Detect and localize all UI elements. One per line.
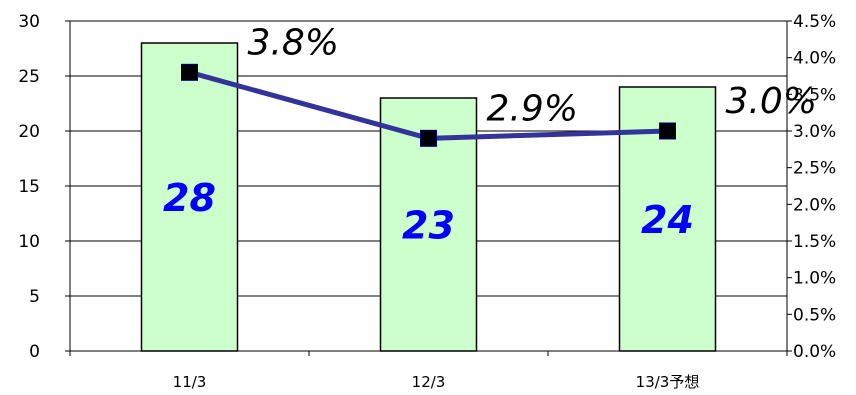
right-tick-label: 2.5% — [793, 159, 836, 179]
right-tick-label: 4.5% — [793, 12, 836, 32]
line-value-label: 2.9% — [487, 88, 578, 129]
right-tick-label: 0.5% — [793, 305, 836, 325]
line-marker — [420, 129, 437, 147]
right-tick-label: 3.0% — [793, 122, 836, 142]
left-tick-label: 0 — [29, 342, 40, 362]
right-tick-label: 1.0% — [793, 269, 836, 289]
bar-value-label: 23 — [402, 204, 455, 248]
line-series — [181, 63, 676, 147]
right-tick-label: 4.0% — [793, 49, 836, 69]
line-marker — [181, 63, 198, 81]
left-tick-label: 20 — [18, 122, 40, 142]
line-value-label: 3.0% — [726, 81, 817, 122]
bar-value-label: 24 — [641, 198, 694, 242]
right-tick-label: 2.0% — [793, 195, 836, 215]
category-label: 13/3予想 — [636, 373, 700, 391]
right-tick-label: 1.5% — [793, 232, 836, 252]
left-tick-label: 10 — [18, 232, 40, 252]
line-marker — [659, 122, 676, 140]
line-value-label: 3.8% — [248, 22, 339, 63]
category-label: 12/3 — [412, 373, 446, 391]
left-tick-label: 25 — [18, 67, 40, 87]
left-tick-label: 30 — [18, 12, 40, 32]
right-tick-label: 0.0% — [793, 342, 836, 362]
bar-series — [140, 42, 717, 352]
axes: 0 5 10 15 20 25 30 0.0% 0.5% 1.0% 1.5% 2.0% 2.5% 3.0%… — [18, 12, 836, 391]
category-label: 11/3 — [173, 373, 207, 391]
left-tick-label: 5 — [29, 287, 40, 307]
right-tick-label: 3.5% — [793, 85, 836, 105]
left-tick-label: 15 — [18, 177, 40, 197]
data-labels: 28 23 24 3.8% 2.9% 3.0% — [163, 22, 817, 247]
bar-value-label: 28 — [163, 176, 216, 220]
